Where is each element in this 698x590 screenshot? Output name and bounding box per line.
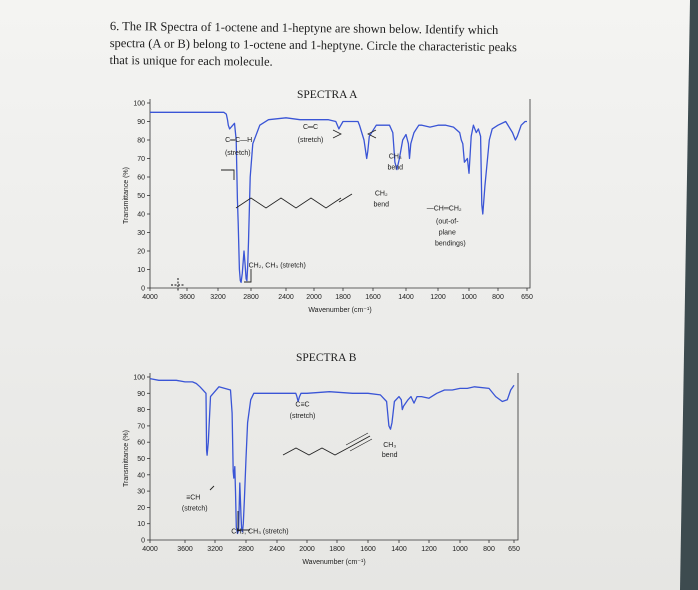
spectra-b-y-tick-label: 60	[137, 440, 145, 447]
spectra-b-axes	[149, 373, 519, 541]
spectra-b-title: SPECTRA B	[296, 352, 357, 364]
spectra-b-y-tick-label: 40	[137, 472, 145, 479]
spectra-a-y-tick-label: 10	[137, 267, 145, 274]
spectra-b-x-tick-label: 2400	[269, 546, 285, 553]
spectra-a-x-tick-label: 650	[521, 294, 533, 301]
spectra-a-peak-annotation: bend	[373, 202, 389, 209]
spectra-a-x-tick-label: 2400	[278, 294, 294, 301]
spectra-b-y-tick-label: 20	[137, 505, 145, 512]
alkyne-ch-leader	[209, 485, 215, 491]
spectra-a-chart: 0 10 20 30 40 50 60 70 80 90 100 4000 3600 3200 2800 24…	[123, 99, 533, 314]
spectra-b-x-tick-label: 3600	[177, 546, 193, 553]
spectra-b-y-tick-label: 70	[137, 423, 145, 430]
spectra-b-x-tick-label: 800	[483, 546, 495, 553]
heptyne-triple-bond-1	[347, 435, 371, 449]
spectra-a-x-tick-label: 3200	[210, 294, 226, 301]
spectra-b-y-tick-label: 30	[137, 489, 145, 496]
spectra-a-y-tick-label: 40	[137, 212, 145, 219]
spectra-a-x-tick-label: 1000	[461, 294, 477, 301]
spectra-b-spectrum-trace	[149, 377, 515, 535]
spectra-a-y-tick-label: 80	[137, 138, 145, 145]
spectra-b-x-tick-label: 3200	[207, 546, 223, 553]
spectra-a-y-tick-label: 60	[137, 175, 145, 182]
spectra-b-x-tick-label: 1200	[421, 546, 437, 553]
alkene-bracket-right	[367, 129, 377, 139]
spectra-a-y-tick-label: 70	[137, 156, 145, 163]
spectra-b-peak-annotation: CH₂, CH₃ (stretch)	[231, 528, 288, 535]
spectra-b-peak-annotation: (stretch)	[182, 506, 208, 513]
spectra-b-x-tick-label: 1600	[360, 546, 376, 553]
spectra-a-peak-annotation: C═C—H	[225, 137, 252, 144]
spectra-a-peak-annotation: (out-of-	[436, 218, 459, 225]
spectra-a-x-tick-label: 1800	[335, 294, 351, 301]
spectra-b-x-tick-label: 2800	[238, 546, 254, 553]
spectra-b-peak-annotation: ≡CH	[186, 494, 200, 501]
spectra-a-x-tick-label: 3600	[179, 294, 195, 301]
octene-structure	[235, 197, 342, 209]
spectra-a-y-axis-label: Transmittance (%)	[123, 167, 130, 224]
spectra-a-y-tick-label: 50	[137, 193, 145, 200]
spectra-a-y-tick-label: 100	[133, 101, 145, 108]
spectra-a-peak-annotation: CH₃	[389, 154, 402, 161]
spectra-b-plot: 0 10 20 30 40 50 60 70 80 90 100 4000 3600 3200 2800 24…	[123, 373, 520, 566]
spectra-b-x-tick-label: 650	[508, 546, 520, 553]
spectra-a-peak-annotation: (stretch)	[225, 150, 251, 157]
spectra-a-x-tick-label: 2800	[243, 294, 259, 301]
spectra-a-y-tick-label: 20	[137, 249, 145, 256]
spectra-b-y-tick-label: 80	[137, 407, 145, 414]
alkene-bracket-left	[332, 129, 342, 139]
cursor-icon	[171, 278, 185, 292]
octene-double-bond	[338, 193, 353, 203]
spectra-a-x-tick-label: 2000	[306, 294, 322, 301]
question-text: 6. The IR Spectra of 1-octene and 1-hept…	[109, 18, 550, 74]
heptyne-triple-bond-3	[349, 438, 373, 452]
heptyne-triple-bond-2	[345, 432, 369, 446]
spectra-b-peak-annotation: bend	[382, 452, 398, 459]
spectra-b-y-tick-label: 90	[137, 391, 145, 398]
spectra-a-plot: 0 10 20 30 40 50 60 70 80 90 100 4000 3600 3200 2800 24…	[123, 99, 533, 314]
spectra-b-peak-annotation: C≡C	[295, 401, 309, 408]
spectra-b-peak-annotation: (stretch)	[290, 413, 316, 420]
spectra-a-peak-annotation: bend	[387, 165, 403, 172]
spectra-a-y-tick-label: 0	[141, 286, 145, 293]
spectra-a-peak-annotation: C═C	[303, 124, 318, 131]
spectra-b-x-tick-label: 2000	[299, 546, 315, 553]
spectra-b-chart: 0 10 20 30 40 50 60 70 80 90 100 4000 3600 3200 2800 24…	[123, 373, 520, 566]
spectra-a-x-tick-label: 1600	[365, 294, 381, 301]
spectra-a-peak-annotation: —CH═CH₂	[427, 205, 462, 212]
spectra-b-y-axis-label: Transmittance (%)	[123, 430, 130, 487]
ch-stretch-leader	[244, 269, 252, 283]
heptyne-structure	[282, 447, 349, 456]
spectra-b-y-tick-label: 50	[137, 456, 145, 463]
ch-stretch-leader-b	[237, 511, 250, 531]
spectra-a-axes	[149, 99, 531, 289]
spectra-a-peak-annotation: bendings)	[435, 240, 466, 247]
spectra-a-title: SPECTRA A	[297, 89, 358, 101]
spectra-b-x-axis-label: Wavenumber (cm⁻¹)	[302, 559, 365, 566]
spectra-a-peak-annotation: plane	[439, 229, 456, 236]
spectra-a-peak-annotation: (stretch)	[298, 137, 324, 144]
spectra-a-x-tick-label: 1200	[430, 294, 446, 301]
spectra-a-x-tick-label: 4000	[142, 294, 158, 301]
spectra-b-x-tick-label: 4000	[142, 546, 158, 553]
c-h-stretch-leader	[221, 169, 235, 180]
spectra-a-peak-annotation: CH₂	[375, 191, 388, 198]
spectra-a-peak-annotation: CH₂, CH₃ (stretch)	[249, 263, 306, 270]
spectra-b-x-tick-label: 1000	[452, 546, 468, 553]
spectra-b-y-tick-label: 0	[141, 538, 145, 545]
spectra-b-y-tick-label: 100	[133, 375, 145, 382]
spectra-a-spectrum-trace	[150, 111, 527, 284]
spectra-b-y-tick-label: 10	[137, 521, 145, 528]
spectra-b-x-tick-label: 1400	[391, 546, 407, 553]
spectra-a-x-tick-label: 800	[492, 294, 504, 301]
spectra-a-y-tick-label: 30	[137, 230, 145, 237]
spectra-a-x-tick-label: 1400	[398, 294, 414, 301]
spectra-b-peak-annotation: CH₃	[383, 442, 396, 449]
spectra-a-x-axis-label: Wavenumber (cm⁻¹)	[308, 307, 371, 314]
spectra-b-x-tick-label: 1800	[329, 546, 345, 553]
spectra-a-y-tick-label: 90	[137, 119, 145, 126]
